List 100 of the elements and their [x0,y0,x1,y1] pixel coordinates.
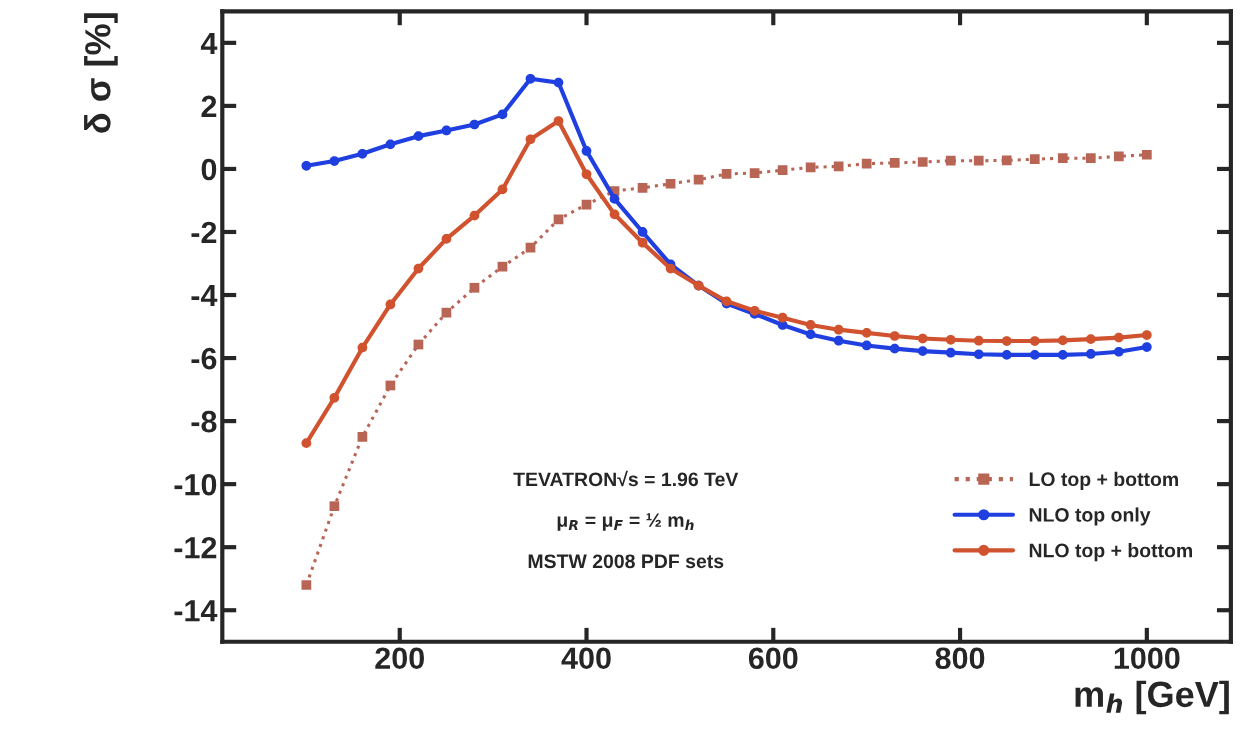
point [973,155,984,166]
point [329,501,340,512]
annotation: MSTW 2008 PDF sets [528,554,724,569]
point [469,282,480,293]
point [1085,349,1096,359]
point [301,438,312,449]
point [1141,149,1152,160]
point [1057,350,1068,360]
point [861,327,872,338]
point [945,334,956,345]
point [1029,350,1040,360]
point [469,119,480,130]
point [357,148,368,159]
point [1141,342,1152,352]
point [889,343,900,354]
point [1113,151,1124,162]
point [1029,336,1040,346]
x-tick-label: 1000 [1114,647,1180,670]
point [385,299,396,310]
point [833,161,844,172]
y-tick-label: 4 [200,32,218,54]
point [945,155,956,166]
point [833,324,844,335]
point [441,234,452,244]
point [413,131,424,142]
point [1085,153,1096,164]
point [805,320,816,330]
point [441,125,452,136]
point [1001,350,1012,360]
point [973,349,984,360]
x-tick-label: 600 [748,647,798,670]
y-tick-label: -2 [191,221,217,244]
point [637,227,648,237]
point [1029,154,1040,165]
point [945,347,956,358]
point [1085,334,1096,345]
y-tick-label: -10 [174,473,217,496]
y-tick-label: -14 [174,600,218,622]
point [497,184,508,195]
point [917,333,928,344]
point [1113,332,1124,343]
point [525,134,536,145]
legend-label: NLO top + bottom [1029,543,1193,562]
point [1057,153,1068,164]
point [777,165,788,176]
point [357,342,368,353]
point [525,242,536,253]
point [889,331,900,341]
point [861,158,872,169]
legend-label: NLO top only [1029,507,1151,526]
y-tick-label: -12 [174,536,217,559]
point [581,146,592,156]
point [917,346,928,356]
point [329,392,340,403]
point [357,432,368,442]
point [497,109,508,120]
point [777,312,788,323]
point [665,263,676,274]
point [805,329,816,340]
x-tick-label: 400 [561,647,611,670]
point [1001,336,1012,346]
point [693,174,704,185]
point [609,209,620,220]
point [301,160,312,171]
y-tick-label: -8 [191,410,217,433]
point [749,168,760,178]
point [413,263,424,274]
point [861,340,872,351]
point [301,580,312,590]
point [1001,155,1012,166]
annotation: TEVATRON√s = 1.96 TeV [513,470,739,487]
point [973,335,984,346]
point [441,307,452,318]
y-tick-label: 0 [201,158,217,181]
point [721,169,732,179]
point [665,178,676,189]
point [833,335,844,346]
point [1113,346,1124,357]
y-axis-title: δ σ [%] [84,13,118,133]
point [889,158,900,168]
point [749,305,760,316]
point [497,261,508,272]
point [917,157,928,167]
point [469,210,480,221]
point [805,162,816,173]
point [637,237,648,248]
legend-label: LO top + bottom [1029,471,1178,490]
point [581,169,592,180]
point [1057,335,1068,346]
point [385,139,396,150]
point [609,194,620,204]
point [1141,330,1152,340]
x-tick-label: 800 [935,647,985,670]
point [329,156,340,166]
y-tick-label: -6 [191,347,217,370]
y-tick-label: 2 [201,95,217,117]
x-axis-title: m$_{h}$ [GeV] [1075,680,1229,715]
point [553,116,564,126]
point [637,182,648,193]
annotation: μ$_{R}$ = μ$_{F}$ = ½ m$_{h}$ [557,513,694,531]
